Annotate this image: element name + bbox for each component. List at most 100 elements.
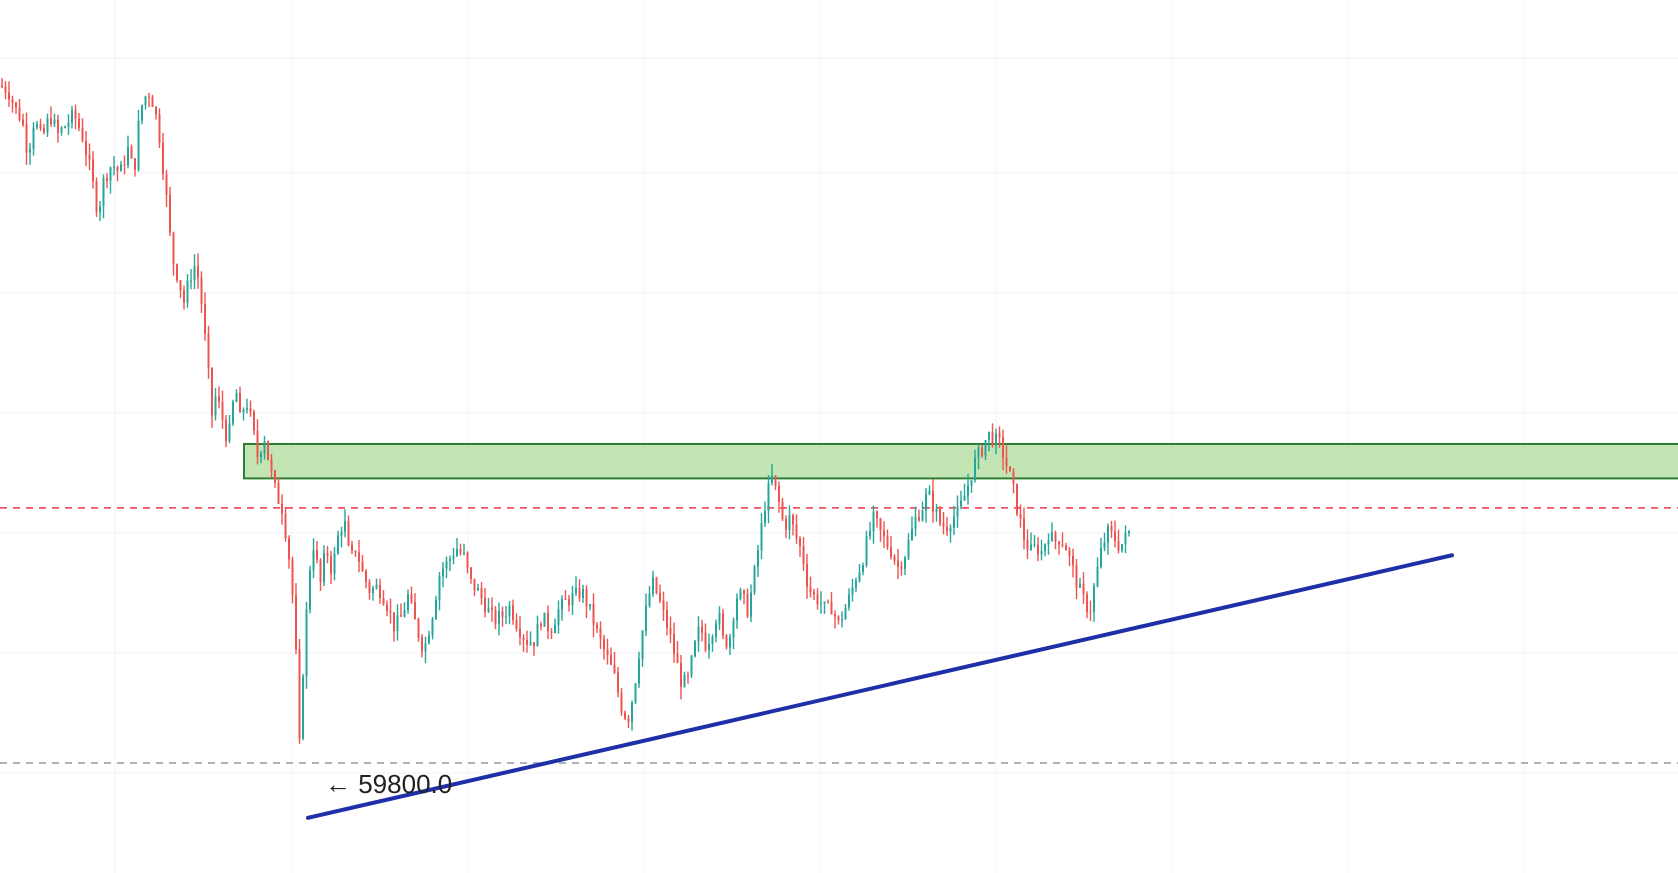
candle-down — [410, 586, 413, 604]
candle-down — [610, 647, 612, 666]
candle-down — [1037, 537, 1039, 562]
candle-body — [655, 577, 658, 593]
candle-down — [599, 621, 602, 649]
candle-up — [823, 601, 826, 614]
candle-body — [323, 553, 325, 582]
candle-body — [606, 649, 609, 656]
candle-body — [253, 411, 255, 431]
candle-up — [1051, 522, 1053, 542]
candle-body — [1117, 541, 1120, 551]
candle-body — [211, 368, 213, 416]
candle-body — [508, 605, 511, 617]
candle-down — [596, 622, 598, 633]
candle-body — [757, 550, 759, 567]
candle-down — [25, 112, 28, 165]
candle-body — [589, 603, 591, 607]
candle-down — [1086, 591, 1088, 619]
candle-down — [795, 514, 798, 544]
candle-up — [697, 616, 700, 652]
candle-body — [900, 566, 903, 569]
candle-down — [253, 409, 255, 436]
candle-body — [116, 167, 119, 172]
candle-down — [295, 583, 297, 655]
candle-down — [1009, 466, 1011, 472]
candle-body — [1026, 539, 1029, 550]
candle-up — [869, 521, 871, 540]
candle-down — [655, 576, 658, 595]
candle-body — [130, 146, 133, 159]
candle-up — [683, 671, 686, 688]
candle-down — [414, 593, 416, 620]
candle-down — [95, 177, 98, 217]
candle-body — [603, 638, 605, 650]
candle-body — [148, 96, 150, 98]
candle-body — [778, 485, 780, 502]
candle-up — [193, 254, 196, 290]
candle-down — [512, 599, 514, 625]
candle-up — [872, 505, 875, 544]
candle-body — [389, 610, 392, 613]
candle-up — [456, 537, 458, 557]
candle-up — [851, 578, 854, 602]
candle-body — [795, 524, 798, 539]
candle-down — [515, 613, 518, 632]
candle-body — [904, 557, 906, 569]
candle-body — [1054, 532, 1057, 542]
candle-down — [526, 630, 528, 653]
candle-body — [505, 616, 507, 618]
candle-body — [221, 401, 224, 420]
candle-body — [764, 510, 766, 524]
candle-down — [547, 605, 549, 640]
candle-body — [998, 433, 1001, 438]
candle-body — [592, 603, 595, 625]
candle-up — [963, 483, 966, 501]
candle-down — [421, 634, 423, 658]
candle-up — [337, 530, 339, 555]
candle-body — [466, 552, 469, 568]
candle-down — [704, 623, 707, 653]
candle-down — [1082, 572, 1085, 605]
candle-body — [848, 594, 850, 608]
candle-body — [858, 571, 861, 581]
candle-body — [533, 642, 535, 647]
candle-up — [911, 516, 913, 541]
candle-up — [858, 563, 861, 583]
candle-down — [81, 118, 84, 143]
candle-body — [1016, 483, 1018, 515]
candle-up — [844, 603, 847, 620]
candle-up — [690, 654, 693, 679]
candle-body — [708, 643, 710, 651]
candle-up — [757, 545, 759, 578]
candle-body — [309, 570, 311, 610]
candle-down — [680, 654, 682, 700]
candle-down — [354, 550, 357, 557]
candle-up — [137, 109, 140, 172]
candle-up — [113, 155, 115, 176]
candle-down — [592, 593, 595, 638]
candle-down — [879, 517, 882, 542]
candle-body — [386, 604, 388, 611]
candle-body — [379, 584, 381, 599]
candle-body — [1128, 531, 1130, 534]
candle-body — [288, 538, 290, 560]
candle-down — [1117, 529, 1120, 554]
candle-up — [477, 583, 479, 591]
candle-up — [1040, 539, 1043, 561]
candle-body — [151, 96, 154, 108]
candle-down — [288, 535, 290, 569]
candle-body — [1033, 544, 1036, 546]
candle-body — [239, 393, 241, 413]
candle-down — [620, 687, 623, 716]
candle-down — [389, 598, 392, 624]
candle-down — [361, 554, 364, 572]
candle-body — [57, 119, 59, 133]
candle-down — [158, 108, 161, 148]
candle-body — [925, 494, 927, 511]
candle-down — [169, 186, 171, 237]
candle-body — [522, 637, 525, 640]
candle-body — [176, 264, 178, 281]
candle-body — [641, 630, 644, 660]
candle-up — [529, 631, 532, 646]
